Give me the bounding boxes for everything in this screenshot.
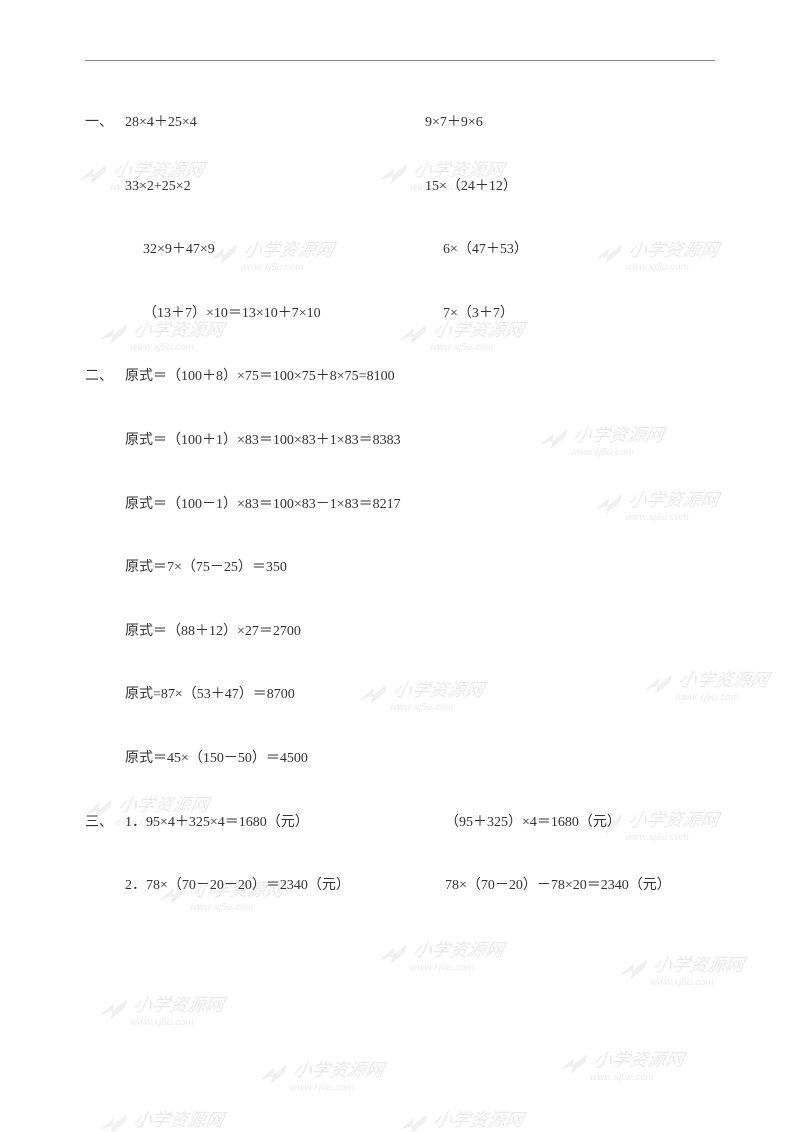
svg-text:www.xj5u.com: www.xj5u.com bbox=[588, 1072, 655, 1083]
section-2-row-7: 原式＝45×（150－50）＝4500 bbox=[85, 749, 715, 769]
section-3-label: 三、 bbox=[85, 813, 125, 833]
svg-text:小学资源网: 小学资源网 bbox=[592, 1050, 689, 1070]
section-3-row-2: 2．78×（70－20－20）＝2340（元） 78×（70－20）－78×20… bbox=[85, 876, 715, 896]
section-1-row-3: 32×9＋47×9 6×（47＋53） bbox=[85, 240, 715, 260]
svg-text:小学资源网: 小学资源网 bbox=[652, 955, 749, 975]
s1-r1-right: 9×7＋9×6 bbox=[425, 113, 715, 133]
top-rule bbox=[85, 60, 715, 61]
section-1-row-1: 一、 28×4＋25×4 9×7＋9×6 bbox=[85, 113, 715, 133]
watermark: 小学资源网 www.xj5u.com bbox=[260, 1050, 420, 1098]
svg-text:www.xj5u.com: www.xj5u.com bbox=[648, 977, 715, 988]
watermark: 小学资源网 www.xj5u.com bbox=[620, 945, 780, 993]
svg-text:www.xj5u.com: www.xj5u.com bbox=[288, 1082, 355, 1093]
svg-text:小学资源网: 小学资源网 bbox=[132, 1110, 229, 1130]
watermark: 小学资源网 www.xj5u.com bbox=[400, 1100, 560, 1132]
s2-line-5: 原式＝（88＋12）×27＝2700 bbox=[125, 622, 715, 642]
s2-line-2: 原式＝（100＋1）×83＝100×83＋1×83＝8383 bbox=[125, 431, 715, 451]
s3-r1-right: （95＋325）×4＝1680（元） bbox=[445, 813, 715, 833]
svg-text:小学资源网: 小学资源网 bbox=[132, 995, 229, 1015]
section-2-row-2: 原式＝（100＋1）×83＝100×83＋1×83＝8383 bbox=[85, 431, 715, 451]
s2-line-7: 原式＝45×（150－50）＝4500 bbox=[125, 749, 715, 769]
svg-text:www.xj5u.com: www.xj5u.com bbox=[128, 1017, 195, 1028]
page: 一、 28×4＋25×4 9×7＋9×6 33×2+25×2 15×（24＋12… bbox=[0, 0, 800, 1132]
section-2-row-4: 原式＝7×（75－25）＝350 bbox=[85, 558, 715, 578]
s1-r2-left: 33×2+25×2 bbox=[125, 177, 425, 197]
svg-text:小学资源网: 小学资源网 bbox=[432, 1110, 529, 1130]
svg-text:www.xj5u.com: www.xj5u.com bbox=[408, 962, 475, 973]
section-2-row-3: 原式＝（100－1）×83＝100×83－1×83＝8217 bbox=[85, 495, 715, 515]
s3-r1-left: 1．95×4＋325×4＝1680（元） bbox=[125, 813, 445, 833]
section-2-row-1: 二、 原式＝（100＋8）×75＝100×75＋8×75=8100 bbox=[85, 367, 715, 387]
s2-line-6: 原式=87×（53＋47）＝8700 bbox=[125, 685, 715, 705]
section-2-row-5: 原式＝（88＋12）×27＝2700 bbox=[85, 622, 715, 642]
section-1-row-4: （13＋7）×10＝13×10＋7×10 7×（3＋7） bbox=[85, 304, 715, 324]
section-2-row-6: 原式=87×（53＋47）＝8700 bbox=[85, 685, 715, 705]
watermark: 小学资源网 www.xj5u.com bbox=[100, 1100, 260, 1132]
watermark: 小学资源网 www.xj5u.com bbox=[380, 930, 540, 978]
s2-line-1: 原式＝（100＋8）×75＝100×75＋8×75=8100 bbox=[125, 367, 715, 387]
svg-text:www.xj5u.com: www.xj5u.com bbox=[188, 902, 255, 913]
s1-r2-right: 15×（24＋12） bbox=[425, 177, 715, 197]
content: 一、 28×4＋25×4 9×7＋9×6 33×2+25×2 15×（24＋12… bbox=[85, 113, 715, 896]
svg-text:小学资源网: 小学资源网 bbox=[412, 940, 509, 960]
section-2-label: 二、 bbox=[85, 367, 125, 387]
s1-r1-left: 28×4＋25×4 bbox=[125, 113, 425, 133]
s3-r2-left: 2．78×（70－20－20）＝2340（元） bbox=[125, 876, 445, 896]
s3-r2-right: 78×（70－20）－78×20＝2340（元） bbox=[445, 876, 715, 896]
section-1-row-2: 33×2+25×2 15×（24＋12） bbox=[85, 177, 715, 197]
watermark: 小学资源网 www.xj5u.com bbox=[560, 1040, 720, 1088]
s1-r3-left: 32×9＋47×9 bbox=[143, 240, 443, 260]
section-3-row-1: 三、 1．95×4＋325×4＝1680（元） （95＋325）×4＝1680（… bbox=[85, 813, 715, 833]
s2-line-3: 原式＝（100－1）×83＝100×83－1×83＝8217 bbox=[125, 495, 715, 515]
s2-line-4: 原式＝7×（75－25）＝350 bbox=[125, 558, 715, 578]
s1-r3-right: 6×（47＋53） bbox=[443, 240, 715, 260]
s1-r4-right: 7×（3＋7） bbox=[443, 304, 715, 324]
watermark: 小学资源网 www.xj5u.com bbox=[100, 985, 260, 1033]
svg-text:小学资源网: 小学资源网 bbox=[292, 1060, 389, 1080]
section-1-label: 一、 bbox=[85, 113, 125, 133]
s1-r4-left: （13＋7）×10＝13×10＋7×10 bbox=[143, 304, 443, 324]
